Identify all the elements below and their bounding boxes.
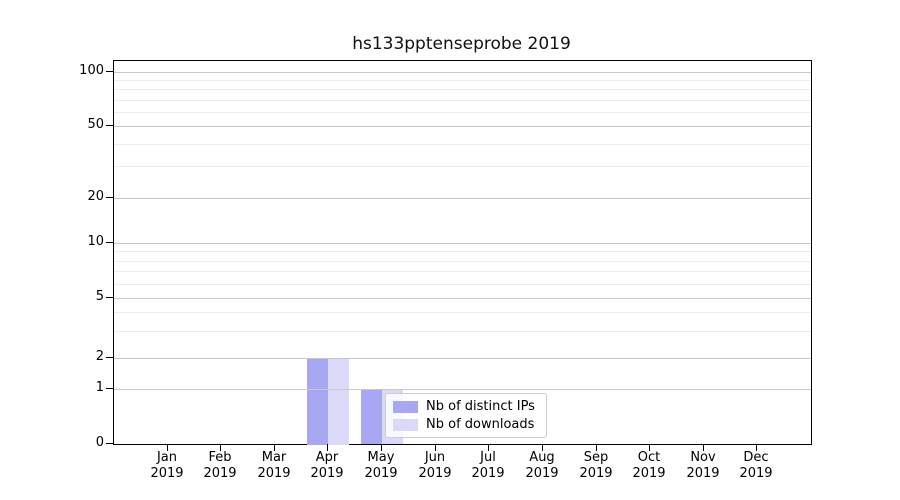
x-tick-mark — [703, 444, 704, 451]
y-tick-mark — [106, 297, 113, 298]
chart-title: hs133pptenseprobe 2019 — [352, 34, 571, 54]
y-tick-label: 20 — [87, 189, 104, 204]
x-tick-month: Nov — [690, 450, 716, 465]
x-tick-month: Apr — [315, 450, 339, 465]
plot-area: Nb of distinct IPs Nb of downloads — [113, 60, 812, 445]
x-tick-year: 2019 — [203, 466, 237, 481]
y-tick-mark — [106, 125, 113, 126]
x-tick-year: 2019 — [632, 466, 666, 481]
x-tick-mark — [435, 444, 436, 451]
y-tick-mark — [106, 197, 113, 198]
minor-gridline — [114, 251, 811, 252]
x-tick-label: Jan 2019 — [135, 450, 199, 482]
x-tick-mark — [596, 444, 597, 451]
x-tick-year: 2019 — [150, 466, 184, 481]
x-tick-label: Dec 2019 — [724, 450, 788, 482]
major-gridline — [114, 72, 811, 73]
minor-gridline — [114, 144, 811, 145]
x-tick-mark — [327, 444, 328, 451]
y-tick-mark — [106, 357, 113, 358]
x-tick-month: Sep — [583, 450, 609, 465]
legend-label-downloads: Nb of downloads — [426, 417, 535, 432]
minor-gridline — [114, 112, 811, 113]
minor-gridline — [114, 100, 811, 101]
bar-nb-of-downloads-apr-2019 — [328, 358, 349, 445]
major-gridline — [114, 198, 811, 199]
major-gridline — [114, 298, 811, 299]
x-tick-label: Mar 2019 — [242, 450, 306, 482]
x-tick-month: Oct — [637, 450, 661, 465]
y-tick-label: 10 — [87, 234, 104, 249]
x-tick-month: Aug — [529, 450, 555, 465]
x-tick-mark — [488, 444, 489, 451]
x-tick-mark — [274, 444, 275, 451]
x-tick-year: 2019 — [525, 466, 559, 481]
minor-gridline — [114, 312, 811, 313]
x-tick-mark — [649, 444, 650, 451]
x-tick-mark — [167, 444, 168, 451]
x-tick-label: Feb 2019 — [188, 450, 252, 482]
minor-gridline — [114, 284, 811, 285]
x-tick-year: 2019 — [310, 466, 344, 481]
y-tick-label: 100 — [79, 63, 104, 78]
legend-swatch-distinct-ips — [393, 400, 418, 413]
minor-gridline — [114, 271, 811, 272]
y-tick-mark — [106, 242, 113, 243]
x-tick-year: 2019 — [686, 466, 720, 481]
x-tick-month: May — [367, 450, 395, 465]
major-gridline — [114, 389, 811, 390]
major-gridline — [114, 243, 811, 244]
minor-gridline — [114, 89, 811, 90]
y-tick-mark — [106, 443, 113, 444]
bar-nb-of-distinct-ips-may-2019 — [361, 389, 382, 444]
y-tick-mark — [106, 71, 113, 72]
x-tick-year: 2019 — [579, 466, 613, 481]
x-tick-label: Sep 2019 — [564, 450, 628, 482]
x-tick-label: Oct 2019 — [617, 450, 681, 482]
x-tick-month: Jul — [480, 450, 496, 465]
legend-item-distinct-ips: Nb of distinct IPs — [393, 399, 538, 414]
x-tick-label: Nov 2019 — [671, 450, 735, 482]
x-tick-mark — [220, 444, 221, 451]
y-tick-label: 2 — [95, 349, 104, 364]
y-tick-mark — [106, 388, 113, 389]
x-tick-label: Aug 2019 — [510, 450, 574, 482]
x-tick-year: 2019 — [364, 466, 398, 481]
legend-label-distinct-ips: Nb of distinct IPs — [426, 399, 535, 414]
y-tick-label: 0 — [95, 435, 104, 450]
x-tick-label: Jun 2019 — [403, 450, 467, 482]
minor-gridline — [114, 331, 811, 332]
x-tick-label: Apr 2019 — [295, 450, 359, 482]
x-tick-month: Dec — [743, 450, 769, 465]
legend: Nb of distinct IPs Nb of downloads — [385, 393, 547, 438]
x-tick-label: May 2019 — [349, 450, 413, 482]
minor-gridline — [114, 166, 811, 167]
minor-gridline — [114, 261, 811, 262]
x-tick-mark — [381, 444, 382, 451]
y-tick-label: 5 — [95, 289, 104, 304]
x-tick-month: Mar — [261, 450, 287, 465]
x-tick-year: 2019 — [418, 466, 452, 481]
minor-gridline — [114, 80, 811, 81]
y-tick-label: 50 — [87, 117, 104, 132]
y-tick-label: 1 — [95, 380, 104, 395]
x-tick-year: 2019 — [257, 466, 291, 481]
legend-item-downloads: Nb of downloads — [393, 417, 538, 432]
x-tick-label: Jul 2019 — [456, 450, 520, 482]
legend-swatch-downloads — [393, 418, 418, 431]
x-tick-year: 2019 — [471, 466, 505, 481]
x-tick-mark — [542, 444, 543, 451]
x-tick-mark — [756, 444, 757, 451]
x-tick-year: 2019 — [739, 466, 773, 481]
x-tick-month: Feb — [208, 450, 232, 465]
x-tick-month: Jan — [156, 450, 178, 465]
major-gridline — [114, 126, 811, 127]
x-tick-month: Jun — [424, 450, 446, 465]
bar-nb-of-distinct-ips-apr-2019 — [307, 358, 328, 445]
major-gridline — [114, 358, 811, 359]
